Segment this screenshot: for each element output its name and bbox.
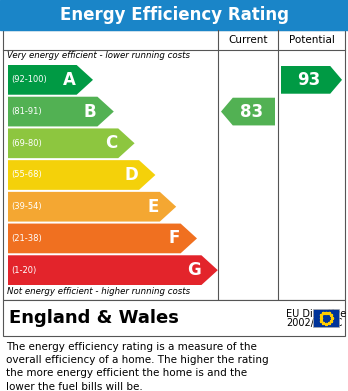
Text: The energy efficiency rating is a measure of the
overall efficiency of a home. T: The energy efficiency rating is a measur…	[6, 342, 269, 391]
Polygon shape	[221, 98, 275, 126]
Text: D: D	[124, 166, 138, 184]
Text: Potential: Potential	[288, 35, 334, 45]
Text: (1-20): (1-20)	[11, 265, 36, 274]
Bar	[3, 300, 345, 336]
Bar	[3, 30, 345, 300]
Text: 93: 93	[297, 71, 320, 89]
Text: Current: Current	[228, 35, 268, 45]
Polygon shape	[281, 66, 342, 94]
Text: C: C	[105, 134, 117, 152]
Polygon shape	[8, 160, 156, 190]
Text: England & Wales: England & Wales	[9, 309, 179, 327]
Text: Very energy efficient - lower running costs: Very energy efficient - lower running co…	[7, 51, 190, 60]
Text: G: G	[187, 261, 200, 279]
Polygon shape	[8, 97, 114, 126]
Polygon shape	[8, 255, 218, 285]
Polygon shape	[8, 224, 197, 253]
Text: (55-68): (55-68)	[11, 170, 42, 179]
Text: Energy Efficiency Rating: Energy Efficiency Rating	[60, 6, 288, 24]
Text: 83: 83	[240, 102, 264, 120]
Text: E: E	[148, 198, 159, 216]
Polygon shape	[8, 192, 176, 222]
Polygon shape	[8, 65, 93, 95]
Text: B: B	[84, 102, 96, 120]
Text: (92-100): (92-100)	[11, 75, 47, 84]
Text: A: A	[63, 71, 76, 89]
Text: (21-38): (21-38)	[11, 234, 42, 243]
Text: (81-91): (81-91)	[11, 107, 42, 116]
Text: EU Directive: EU Directive	[286, 309, 346, 319]
Text: F: F	[168, 230, 180, 248]
Bar	[313, 309, 339, 327]
Text: (39-54): (39-54)	[11, 202, 42, 211]
Polygon shape	[8, 128, 135, 158]
Text: (69-80): (69-80)	[11, 139, 42, 148]
Text: 2002/91/EC: 2002/91/EC	[286, 318, 342, 328]
Text: Not energy efficient - higher running costs: Not energy efficient - higher running co…	[7, 287, 190, 296]
Bar	[0, 0, 348, 30]
